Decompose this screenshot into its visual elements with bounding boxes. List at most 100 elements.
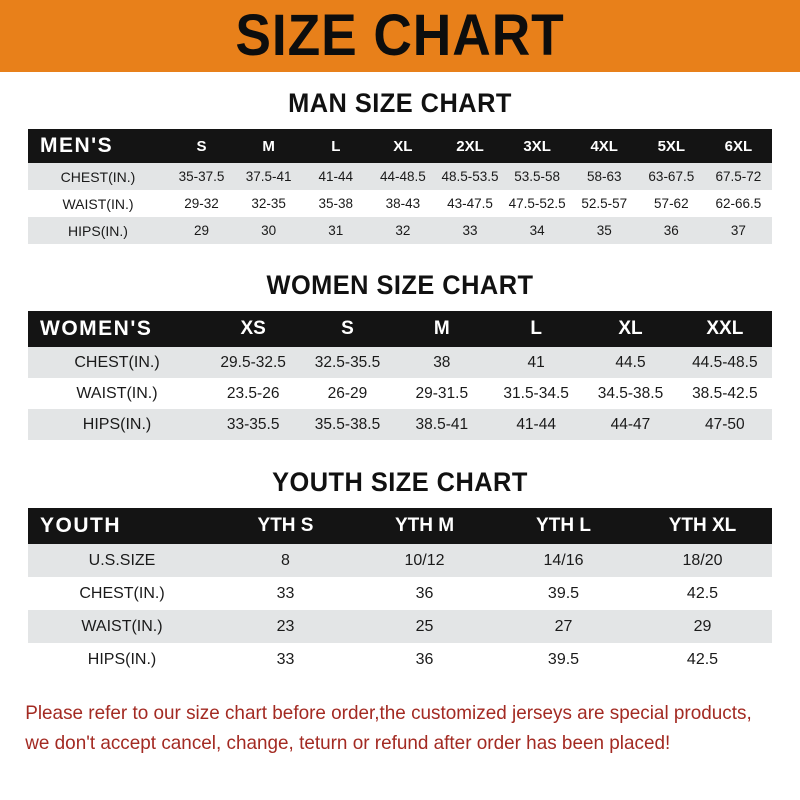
table-cell: 29-32 xyxy=(168,190,236,217)
table-cell: 32 xyxy=(369,217,437,244)
table-cell: 67.5-72 xyxy=(704,163,772,190)
table-cell: 36 xyxy=(355,643,494,676)
table-row: U.S.SIZE 8 10/12 14/16 18/20 xyxy=(28,544,772,577)
men-col-l: L xyxy=(302,129,370,163)
table-cell: 8 xyxy=(216,544,355,577)
men-col-s: S xyxy=(168,129,236,163)
table-cell: 44-47 xyxy=(583,409,678,440)
table-cell: 33 xyxy=(216,643,355,676)
man-size-chart-title: MAN SIZE CHART xyxy=(288,88,512,118)
table-cell: 47-50 xyxy=(677,409,772,440)
women-col-xxl: XXL xyxy=(677,311,772,347)
man-size-chart-table: MEN'S S M L XL 2XL 3XL 4XL 5XL 6XL CHEST… xyxy=(28,129,772,244)
table-cell: 35 xyxy=(570,217,638,244)
table-cell: 41 xyxy=(488,347,584,378)
table-cell: 58-63 xyxy=(570,163,638,190)
table-cell: 10/12 xyxy=(355,544,494,577)
table-row: HIPS(IN.) 33 36 39.5 42.5 xyxy=(28,643,772,676)
women-size-chart-table: WOMEN'S XS S M L XL XXL CHEST(IN.) 29.5-… xyxy=(28,311,772,440)
men-row-label-chest: CHEST(IN.) xyxy=(28,163,168,190)
table-cell: 30 xyxy=(235,217,303,244)
youth-col-m: YTH M xyxy=(355,508,494,544)
size-chart-disclaimer: Please refer to our size chart before or… xyxy=(0,698,776,758)
women-col-m: M xyxy=(394,311,489,347)
table-cell: 29-31.5 xyxy=(394,378,489,409)
men-col-2xl: 2XL xyxy=(436,129,504,163)
table-cell: 41-44 xyxy=(302,163,370,190)
table-cell: 32.5-35.5 xyxy=(300,347,395,378)
size-chart-banner: SIZE CHART xyxy=(0,0,800,72)
women-size-chart-wrapper: WOMEN'S XS S M L XL XXL CHEST(IN.) 29.5-… xyxy=(0,311,800,440)
youth-row-label-hips: HIPS(IN.) xyxy=(28,643,216,676)
youth-row-label-us-size: U.S.SIZE xyxy=(28,544,216,577)
table-cell: 38 xyxy=(394,347,489,378)
women-corner-label: WOMEN'S xyxy=(28,311,206,347)
disclaimer-line-1: Please refer to our size chart before or… xyxy=(25,702,752,724)
table-cell: 31 xyxy=(302,217,370,244)
table-header-row: MEN'S S M L XL 2XL 3XL 4XL 5XL 6XL xyxy=(28,129,772,163)
youth-col-xl: YTH XL xyxy=(633,508,772,544)
youth-table-body: U.S.SIZE 8 10/12 14/16 18/20 CHEST(IN.) … xyxy=(28,544,772,676)
table-row: WAIST(IN.) 23.5-26 26-29 29-31.5 31.5-34… xyxy=(28,378,772,409)
table-cell: 38.5-41 xyxy=(394,409,489,440)
table-cell: 14/16 xyxy=(494,544,633,577)
table-header-row: YOUTH YTH S YTH M YTH L YTH XL xyxy=(28,508,772,544)
table-cell: 23.5-26 xyxy=(206,378,301,409)
table-cell: 37 xyxy=(704,217,772,244)
table-cell: 53.5-58 xyxy=(503,163,571,190)
table-cell: 37.5-41 xyxy=(235,163,303,190)
table-cell: 33 xyxy=(436,217,504,244)
men-row-label-waist: WAIST(IN.) xyxy=(28,190,168,217)
table-cell: 44-48.5 xyxy=(369,163,437,190)
table-cell: 18/20 xyxy=(633,544,772,577)
table-row: CHEST(IN.) 33 36 39.5 42.5 xyxy=(28,577,772,610)
table-cell: 35-38 xyxy=(302,190,370,217)
women-col-xl: XL xyxy=(583,311,678,347)
men-row-label-hips: HIPS(IN.) xyxy=(28,217,168,244)
youth-table-header: YOUTH YTH S YTH M YTH L YTH XL xyxy=(28,508,772,544)
women-col-s: S xyxy=(300,311,395,347)
man-table-body: CHEST(IN.) 35-37.5 37.5-41 41-44 44-48.5… xyxy=(28,163,772,244)
table-cell: 33 xyxy=(216,577,355,610)
men-col-5xl: 5XL xyxy=(637,129,705,163)
table-cell: 29 xyxy=(168,217,236,244)
men-col-3xl: 3XL xyxy=(503,129,571,163)
table-cell: 52.5-57 xyxy=(570,190,638,217)
men-col-4xl: 4XL xyxy=(570,129,638,163)
table-cell: 25 xyxy=(355,610,494,643)
table-cell: 27 xyxy=(494,610,633,643)
table-cell: 23 xyxy=(216,610,355,643)
table-cell: 35.5-38.5 xyxy=(300,409,395,440)
table-cell: 62-66.5 xyxy=(704,190,772,217)
table-cell: 44.5 xyxy=(583,347,678,378)
youth-corner-label: YOUTH xyxy=(28,508,216,544)
table-row: HIPS(IN.) 29 30 31 32 33 34 35 36 37 xyxy=(28,217,772,244)
man-size-chart-wrapper: MEN'S S M L XL 2XL 3XL 4XL 5XL 6XL CHEST… xyxy=(0,129,800,244)
table-row: WAIST(IN.) 23 25 27 29 xyxy=(28,610,772,643)
youth-row-label-waist: WAIST(IN.) xyxy=(28,610,216,643)
youth-col-s: YTH S xyxy=(216,508,355,544)
table-cell: 32-35 xyxy=(235,190,303,217)
disclaimer-line-2: we don't accept cancel, change, teturn o… xyxy=(25,732,671,755)
table-cell: 48.5-53.5 xyxy=(436,163,504,190)
table-cell: 36 xyxy=(637,217,705,244)
men-col-xl: XL xyxy=(369,129,437,163)
women-row-label-hips: HIPS(IN.) xyxy=(28,409,206,440)
table-cell: 34.5-38.5 xyxy=(583,378,678,409)
table-cell: 44.5-48.5 xyxy=(677,347,772,378)
table-cell: 57-62 xyxy=(637,190,705,217)
table-row: HIPS(IN.) 33-35.5 35.5-38.5 38.5-41 41-4… xyxy=(28,409,772,440)
table-cell: 29 xyxy=(633,610,772,643)
banner-title: SIZE CHART xyxy=(235,3,565,68)
women-col-xs: XS xyxy=(206,311,301,347)
youth-size-chart-table: YOUTH YTH S YTH M YTH L YTH XL U.S.SIZE … xyxy=(28,508,772,676)
table-cell: 42.5 xyxy=(633,577,772,610)
table-cell: 42.5 xyxy=(633,643,772,676)
table-cell: 33-35.5 xyxy=(206,409,301,440)
table-row: CHEST(IN.) 29.5-32.5 32.5-35.5 38 41 44.… xyxy=(28,347,772,378)
table-cell: 35-37.5 xyxy=(168,163,236,190)
table-row: WAIST(IN.) 29-32 32-35 35-38 38-43 43-47… xyxy=(28,190,772,217)
table-cell: 39.5 xyxy=(494,577,633,610)
table-row: CHEST(IN.) 35-37.5 37.5-41 41-44 44-48.5… xyxy=(28,163,772,190)
youth-size-chart-title: YOUTH SIZE CHART xyxy=(272,467,528,497)
